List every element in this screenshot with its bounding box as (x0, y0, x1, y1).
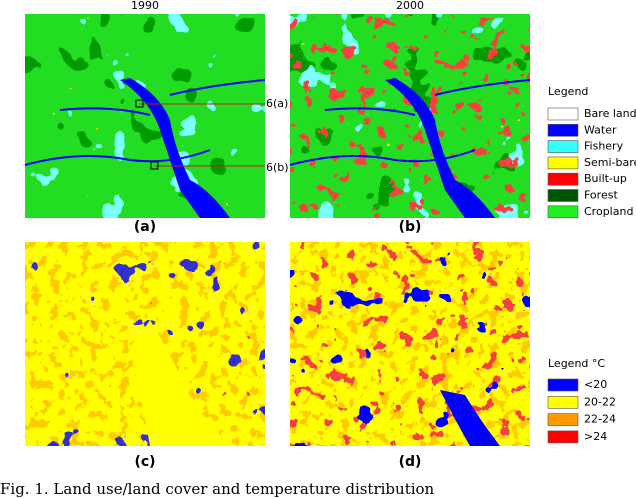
map-c (25, 242, 265, 446)
legend-label: >24 (584, 430, 607, 443)
legend-swatch (547, 430, 579, 444)
legend-label: Built-up (584, 172, 627, 185)
legend-label: Forest (584, 189, 618, 202)
legend-swatch (547, 107, 579, 121)
year-label: 1990 (131, 0, 159, 12)
panel-label: (c) (134, 454, 155, 470)
legend-label: 20-22 (584, 395, 616, 408)
panel-label: (b) (399, 219, 422, 235)
panel-label: (a) (134, 219, 156, 235)
legend-swatch (547, 378, 579, 392)
map-a (24, 14, 266, 218)
legend-swatch (547, 395, 579, 409)
legend-label: Semi-bare (584, 156, 636, 169)
legend-swatch (547, 189, 579, 202)
caption: Fig. 1. Land use/land cover and temperat… (0, 480, 435, 498)
year-label: 2000 (396, 0, 424, 12)
legend-swatch (547, 205, 579, 219)
legend-label: Water (584, 123, 617, 136)
legend-label: Fishery (584, 140, 624, 153)
legend-label: Cropland (584, 205, 633, 218)
legend-title: Legend °C (548, 357, 605, 370)
legend-label: <20 (584, 378, 607, 391)
legend-label: Bare land (584, 107, 636, 120)
map-d (290, 242, 530, 446)
legend-swatch (547, 172, 579, 186)
legend-label: 22-24 (584, 413, 616, 426)
legend-swatch (547, 413, 579, 426)
map-b (289, 14, 531, 218)
panel-label: (d) (399, 454, 422, 470)
legend-swatch (547, 140, 579, 153)
annotation: 6(a) (266, 97, 288, 110)
legend-title: Legend (548, 85, 588, 98)
legend-swatch (547, 124, 579, 137)
legend-swatch (547, 156, 579, 170)
annotation: 6(b) (266, 161, 289, 174)
